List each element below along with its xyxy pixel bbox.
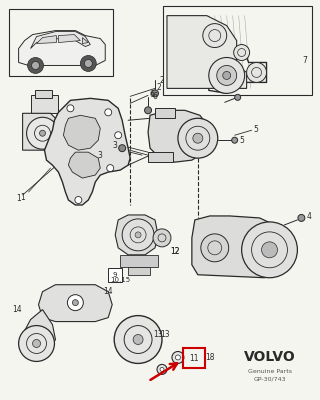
Polygon shape bbox=[23, 310, 55, 354]
Circle shape bbox=[203, 24, 227, 48]
Circle shape bbox=[235, 94, 241, 100]
Polygon shape bbox=[192, 216, 284, 278]
Text: 1: 1 bbox=[16, 194, 21, 202]
Circle shape bbox=[201, 234, 229, 262]
Text: 2: 2 bbox=[156, 83, 161, 92]
Circle shape bbox=[19, 326, 54, 362]
Bar bbox=[9, 9, 113, 76]
Circle shape bbox=[115, 132, 122, 139]
Circle shape bbox=[175, 355, 180, 360]
Text: 12: 12 bbox=[170, 247, 180, 256]
Circle shape bbox=[153, 229, 171, 247]
Circle shape bbox=[114, 316, 162, 364]
Circle shape bbox=[135, 232, 141, 238]
Circle shape bbox=[84, 60, 92, 68]
Circle shape bbox=[193, 133, 203, 143]
Text: 3: 3 bbox=[113, 141, 118, 150]
Text: 7: 7 bbox=[302, 56, 307, 65]
Circle shape bbox=[232, 137, 238, 143]
Polygon shape bbox=[19, 30, 105, 66]
Circle shape bbox=[217, 66, 237, 85]
Circle shape bbox=[67, 105, 74, 112]
Text: 13: 13 bbox=[153, 330, 163, 339]
Circle shape bbox=[261, 242, 277, 258]
Text: 14: 14 bbox=[103, 287, 113, 296]
Polygon shape bbox=[167, 16, 247, 88]
Polygon shape bbox=[68, 152, 100, 178]
Bar bbox=[163, 6, 312, 95]
Circle shape bbox=[75, 196, 82, 204]
Text: 18: 18 bbox=[205, 353, 214, 362]
Text: 10,15: 10,15 bbox=[110, 277, 130, 283]
Circle shape bbox=[145, 107, 152, 114]
Text: 9: 9 bbox=[113, 272, 117, 278]
Polygon shape bbox=[148, 110, 210, 162]
Text: 4: 4 bbox=[307, 212, 312, 222]
Circle shape bbox=[157, 364, 167, 374]
Circle shape bbox=[160, 368, 164, 372]
Text: GP-30/743: GP-30/743 bbox=[253, 377, 286, 382]
Text: 2: 2 bbox=[160, 76, 164, 85]
Text: 3: 3 bbox=[98, 151, 103, 160]
Circle shape bbox=[223, 72, 231, 80]
Polygon shape bbox=[31, 32, 90, 48]
Circle shape bbox=[247, 62, 267, 82]
Circle shape bbox=[242, 222, 297, 278]
Circle shape bbox=[32, 62, 40, 70]
Polygon shape bbox=[23, 113, 60, 150]
Circle shape bbox=[72, 300, 78, 306]
Circle shape bbox=[78, 116, 83, 121]
Bar bbox=[128, 267, 150, 275]
Polygon shape bbox=[36, 36, 56, 44]
Bar bbox=[120, 255, 158, 267]
Circle shape bbox=[119, 145, 126, 152]
Polygon shape bbox=[63, 115, 100, 150]
Circle shape bbox=[107, 165, 114, 172]
Bar bbox=[155, 108, 175, 118]
Polygon shape bbox=[44, 98, 130, 205]
Circle shape bbox=[105, 109, 112, 116]
Circle shape bbox=[68, 295, 83, 311]
Text: Genuine Parts: Genuine Parts bbox=[248, 369, 292, 374]
Text: 6: 6 bbox=[153, 92, 157, 101]
Polygon shape bbox=[82, 38, 88, 44]
Bar bbox=[148, 152, 173, 162]
Circle shape bbox=[178, 118, 218, 158]
Circle shape bbox=[40, 130, 45, 136]
Text: VOLVO: VOLVO bbox=[244, 350, 295, 364]
Text: 12: 12 bbox=[170, 247, 180, 256]
Circle shape bbox=[152, 90, 158, 97]
Circle shape bbox=[209, 58, 244, 93]
Bar bbox=[183, 348, 205, 368]
Text: 1: 1 bbox=[20, 192, 25, 202]
Text: 5: 5 bbox=[239, 136, 244, 145]
Circle shape bbox=[27, 117, 59, 149]
Circle shape bbox=[28, 58, 44, 74]
Text: 6: 6 bbox=[149, 90, 155, 99]
Bar bbox=[108, 268, 122, 282]
Bar bbox=[31, 95, 59, 113]
Text: 11: 11 bbox=[189, 354, 199, 363]
Circle shape bbox=[172, 352, 184, 364]
Circle shape bbox=[133, 334, 143, 344]
Circle shape bbox=[80, 56, 96, 72]
Polygon shape bbox=[115, 215, 158, 255]
Text: 13: 13 bbox=[160, 330, 170, 339]
Text: 14: 14 bbox=[12, 305, 21, 314]
Circle shape bbox=[298, 214, 305, 222]
Circle shape bbox=[33, 340, 41, 348]
Text: 5: 5 bbox=[253, 125, 258, 134]
Polygon shape bbox=[59, 34, 80, 42]
Polygon shape bbox=[38, 285, 112, 322]
Bar bbox=[35, 90, 52, 98]
Circle shape bbox=[234, 44, 250, 60]
Circle shape bbox=[122, 219, 154, 251]
